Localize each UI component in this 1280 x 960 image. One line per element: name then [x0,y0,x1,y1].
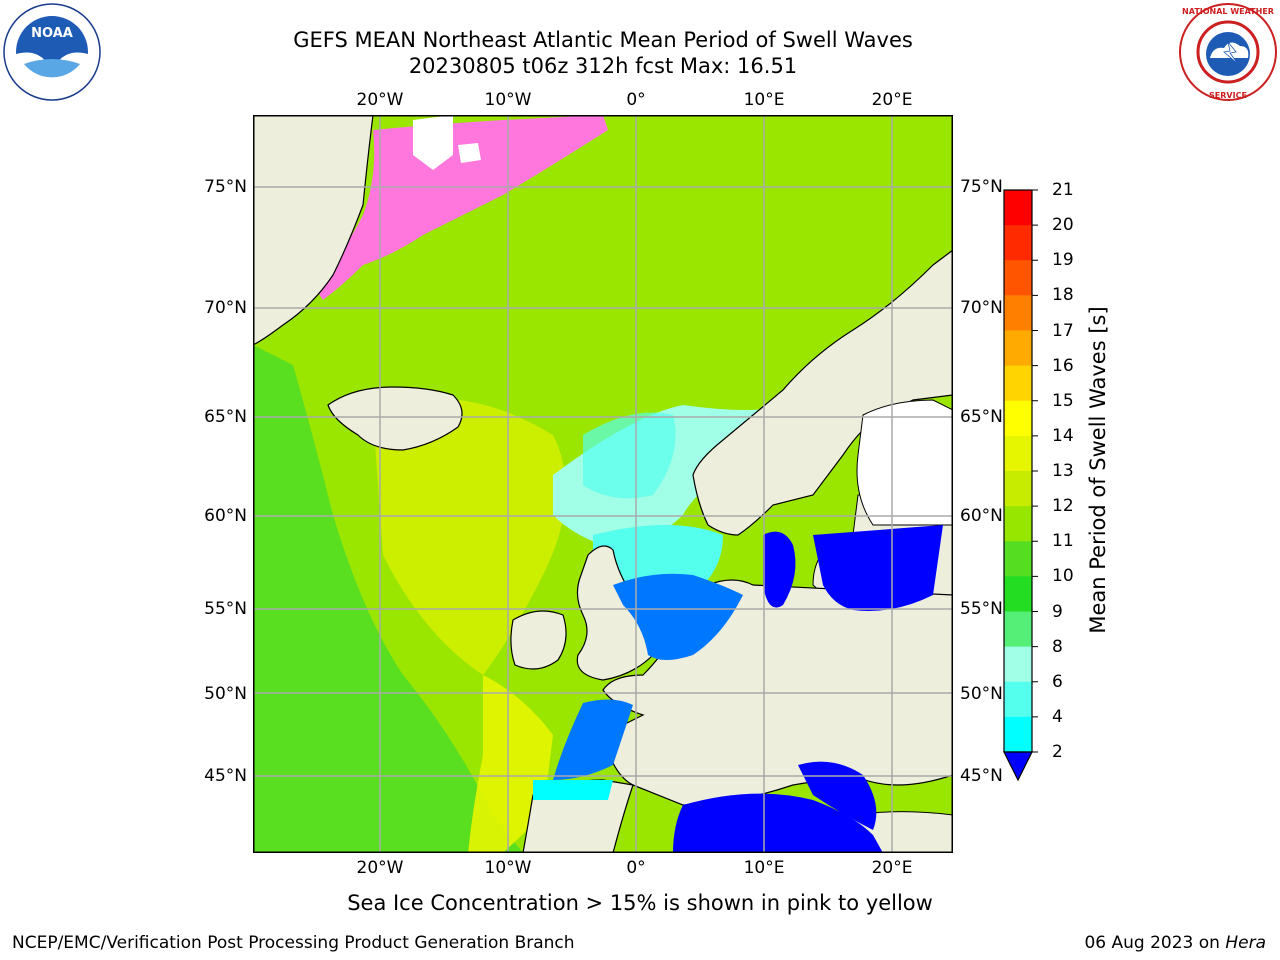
colorbar-tick-label: 2 [1052,742,1063,762]
colorbar-segment [1004,471,1032,507]
colorbar-tick-label: 4 [1052,706,1063,727]
colorbar-segment [1004,365,1032,402]
colorbar-tick-label: 21 [1052,180,1074,200]
footer-credit: NCEP/EMC/Verification Post Processing Pr… [12,933,575,953]
lat-tick-left: 65°N [204,407,247,427]
lon-tick-top: 20°W [356,90,404,110]
sea-ice-note: Sea Ice Concentration > 15% is shown in … [347,891,933,915]
footer-date: 06 Aug 2023 on Hera [1084,932,1266,954]
colorbar-segment [1004,400,1032,437]
lat-tick-left: 45°N [204,766,247,786]
colorbar-segment [1004,681,1032,718]
colorbar-tick-label: 6 [1052,671,1063,692]
swell-period-map [253,115,953,853]
lon-tick-bottom: 10°W [484,858,532,878]
colorbar-tick-label: 19 [1052,250,1074,271]
colorbar-segment [1004,716,1032,753]
lat-tick-right: 75°N [960,177,1003,197]
nws-logo: NATIONAL WEATHER SERVICE [1179,3,1277,101]
colorbar-segment [1004,330,1032,367]
lat-tick-right: 65°N [960,407,1003,427]
lat-tick-left: 70°N [204,298,247,318]
colorbar [1003,189,1038,782]
lon-tick-top: 10°W [484,90,532,110]
footer-date-text: 06 Aug 2023 on [1084,933,1220,953]
chart-title: GEFS MEAN Northeast Atlantic Mean Period… [293,28,913,52]
footer-host: Hera [1225,933,1266,953]
colorbar-segment [1004,611,1032,648]
lon-tick-bottom: 0° [626,858,646,878]
colorbar-tick-label: 12 [1052,496,1074,517]
colorbar-segment [1004,225,1032,261]
colorbar-tick-label: 18 [1052,285,1074,306]
colorbar-tick-label: 13 [1052,461,1074,481]
lon-tick-top: 10°E [743,90,785,110]
lon-tick-bottom: 10°E [743,858,785,878]
colorbar-segment [1004,541,1032,577]
svg-text:NATIONAL WEATHER: NATIONAL WEATHER [1182,7,1274,16]
colorbar-tick-label: 20 [1052,215,1074,236]
colorbar-segment [1004,576,1032,612]
lon-tick-top: 20°E [871,90,913,110]
colorbar-tick-label: 14 [1052,425,1074,446]
lat-tick-right: 60°N [960,506,1003,526]
colorbar-segment [1004,646,1032,683]
colorbar-segment [1004,190,1032,226]
colorbar-tick-label: 8 [1052,636,1063,657]
colorbar-title: Mean Period of Swell Waves [s] [1086,306,1110,634]
colorbar-tick-label: 16 [1052,355,1074,376]
chart-subtitle: 20230805 t06z 312h fcst Max: 16.51 [408,54,798,78]
lat-tick-right: 70°N [960,298,1003,318]
colorbar-tick-label: 11 [1052,531,1074,552]
svg-text:SERVICE: SERVICE [1209,91,1247,100]
colorbar-segment [1004,295,1032,331]
lat-tick-right: 45°N [960,766,1003,786]
lon-tick-bottom: 20°E [871,858,913,878]
colorbar-tick-label: 9 [1052,601,1063,622]
noaa-logo: NOAA [3,3,101,101]
svg-text:NOAA: NOAA [31,26,73,41]
colorbar-segment [1004,260,1032,296]
colorbar-tick-label: 15 [1052,390,1074,411]
lon-tick-bottom: 20°W [356,858,404,878]
colorbar-segment [1004,435,1032,472]
colorbar-tick-label: 17 [1052,320,1074,341]
lat-tick-right: 55°N [960,599,1003,619]
colorbar-tick-label: 10 [1052,566,1074,587]
lat-tick-left: 60°N [204,506,247,526]
lat-tick-left: 75°N [204,177,247,197]
colorbar-extension [1003,751,1033,782]
colorbar-segment [1004,506,1032,542]
lon-tick-top: 0° [626,90,646,110]
lat-tick-left: 50°N [204,684,247,704]
lat-tick-left: 55°N [204,599,247,619]
lat-tick-right: 50°N [960,684,1003,704]
